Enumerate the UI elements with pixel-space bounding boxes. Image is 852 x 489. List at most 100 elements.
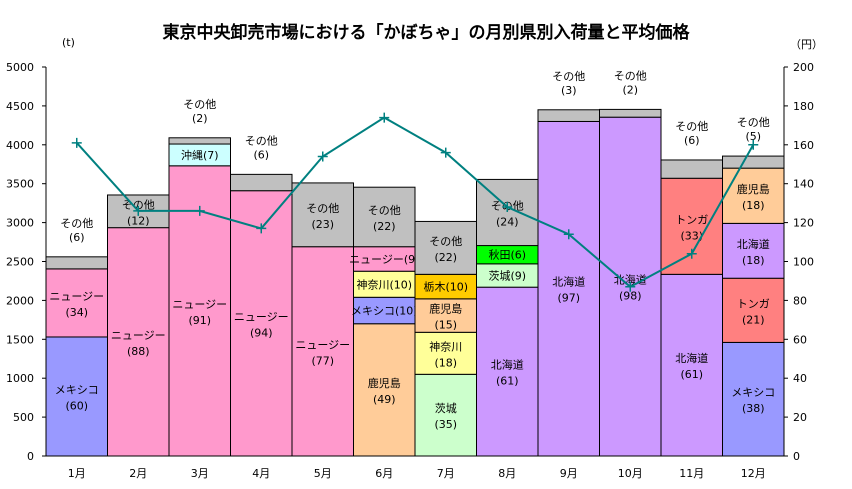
bar-segment — [722, 277, 785, 343]
data-label: その他 — [306, 202, 339, 215]
x-tick-label: 9月 — [560, 467, 578, 480]
data-label: その他 — [614, 69, 647, 82]
data-label: (24) — [496, 215, 519, 228]
data-label: (38) — [742, 402, 765, 415]
bar-segment — [722, 155, 785, 169]
y2-tick-label: 160 — [793, 139, 814, 152]
data-label: 北海道 — [737, 237, 770, 251]
data-label: ニュージー — [295, 338, 350, 351]
data-label: (94) — [250, 326, 273, 339]
data-label: (21) — [742, 313, 765, 326]
bar-segment — [414, 220, 477, 275]
data-label: (6) — [684, 134, 700, 147]
data-label: ニュージー — [49, 290, 104, 303]
y2-tick-label: 60 — [793, 333, 807, 346]
data-label: トンガ — [737, 297, 770, 310]
data-label: ニュージー — [172, 298, 227, 311]
data-label: その他 — [183, 98, 216, 111]
data-label: (15) — [434, 319, 457, 332]
data-label: (2) — [622, 83, 638, 96]
data-label: (77) — [311, 354, 334, 367]
y-tick-label: 4000 — [6, 139, 34, 152]
data-label: 鹿児島 — [737, 182, 770, 196]
data-label: 秋田(6) — [488, 248, 526, 262]
y2-tick-label: 180 — [793, 100, 814, 113]
price-marker — [625, 281, 636, 292]
data-label: (18) — [742, 199, 765, 212]
price-marker — [686, 248, 697, 259]
price-marker — [502, 202, 513, 213]
y-tick-label: 0 — [27, 450, 34, 463]
bar-segment — [414, 273, 477, 300]
bar-segment — [45, 256, 108, 270]
data-label: (5) — [745, 130, 761, 143]
data-label: その他 — [552, 70, 585, 83]
right-axis-unit: （円） — [790, 38, 823, 51]
price-marker — [440, 147, 451, 158]
x-tick-label: 7月 — [437, 467, 455, 480]
chart-title: 東京中央卸売市場における「かぼちゃ」の月別県別入荷量と平均価格 — [162, 23, 690, 43]
data-label: 北海道 — [675, 351, 708, 365]
bar-segment — [722, 341, 785, 457]
data-label: ニュージー — [234, 310, 289, 323]
data-label: その他 — [675, 120, 708, 133]
y-tick-label: 4500 — [6, 100, 34, 113]
y-tick-label: 1000 — [6, 372, 34, 385]
bar-segment — [45, 336, 108, 457]
data-label: 茨城 — [435, 401, 457, 415]
data-label: その他 — [245, 134, 278, 147]
price-marker — [256, 223, 267, 234]
bar-segment — [414, 331, 477, 375]
y2-tick-label: 200 — [793, 61, 814, 74]
y2-tick-label: 120 — [793, 217, 814, 230]
data-label: 神奈川(10) — [356, 277, 412, 291]
bar-segment — [660, 177, 723, 275]
data-label: 栃木(10) — [423, 280, 468, 294]
data-label: (6) — [253, 148, 269, 161]
y-tick-label: 2000 — [6, 294, 34, 307]
y2-tick-label: 40 — [793, 372, 807, 385]
data-label: (12) — [127, 214, 150, 227]
data-label: (61) — [496, 375, 519, 388]
x-tick-label: 4月 — [252, 467, 270, 480]
data-label: (35) — [434, 418, 457, 431]
data-label: トンガ — [675, 213, 708, 226]
price-marker — [563, 229, 574, 240]
y2-tick-label: 20 — [793, 411, 807, 424]
data-label: (88) — [127, 345, 150, 358]
data-label: (34) — [65, 306, 88, 319]
price-marker — [71, 137, 82, 148]
data-label: (61) — [680, 368, 703, 381]
data-label: 北海道 — [491, 358, 524, 372]
x-tick-label: 10月 — [618, 467, 643, 480]
x-tick-label: 12月 — [741, 467, 766, 480]
data-label: (98) — [619, 290, 642, 303]
bar-segment — [537, 109, 600, 122]
data-label: メキシコ — [55, 383, 99, 396]
y-tick-label: 3500 — [6, 178, 34, 191]
bar-segment — [353, 323, 416, 457]
data-label: 鹿児島 — [429, 302, 462, 316]
bar-segment — [168, 137, 231, 145]
data-label: (18) — [742, 254, 765, 267]
y-tick-label: 3000 — [6, 217, 34, 230]
bar-segment — [291, 246, 354, 457]
data-label: (97) — [557, 292, 580, 305]
data-label: (2) — [192, 112, 208, 125]
x-tick-label: 5月 — [314, 467, 332, 480]
x-tick-label: 2月 — [129, 467, 147, 480]
data-label: 神奈川 — [429, 339, 462, 353]
data-label: (60) — [65, 399, 88, 412]
price-marker — [194, 205, 205, 216]
data-label: ニュージー(9) — [349, 253, 419, 266]
data-label: その他 — [737, 116, 770, 129]
data-label: ニュージー — [111, 329, 166, 342]
data-label: メキシコ(10) — [351, 305, 418, 318]
data-label: (22) — [434, 251, 457, 264]
x-tick-label: 6月 — [375, 467, 393, 480]
data-label: (91) — [188, 314, 211, 327]
data-label: メキシコ — [731, 386, 775, 399]
data-label: 北海道 — [552, 275, 585, 289]
left-axis-unit: (t) — [62, 36, 75, 49]
